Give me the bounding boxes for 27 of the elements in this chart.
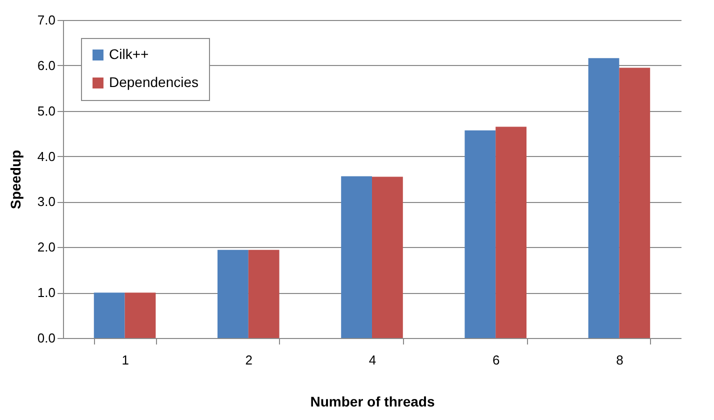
x-tick-label: 6 <box>492 352 500 368</box>
bar <box>94 292 125 338</box>
bar <box>372 176 403 338</box>
x-tick-label: 8 <box>616 352 624 368</box>
x-tick-label: 4 <box>368 352 376 368</box>
bar <box>124 292 156 338</box>
y-tick-label: 1.0 <box>37 285 56 300</box>
y-tick-label: 7.0 <box>37 12 56 28</box>
legend-label: Cilk++ <box>109 46 149 62</box>
y-tick-label: 2.0 <box>37 240 56 255</box>
x-tick-label: 2 <box>245 352 253 368</box>
y-tick-label: 6.0 <box>37 58 56 73</box>
legend-label: Dependencies <box>109 74 199 90</box>
x-axis-title: Number of threads <box>310 394 435 410</box>
y-axis-title: Speedup <box>7 150 24 210</box>
y-tick-label: 5.0 <box>37 103 56 118</box>
y-tick-label: 3.0 <box>37 194 56 210</box>
bar <box>496 126 526 338</box>
bar <box>464 130 496 338</box>
y-tick-label: 0.0 <box>37 330 56 346</box>
bar <box>248 250 280 338</box>
bar <box>619 68 650 338</box>
x-tick-label: 1 <box>122 352 129 368</box>
bar <box>218 250 248 338</box>
y-tick-label: 4.0 <box>37 148 56 164</box>
bar <box>341 176 372 338</box>
bar <box>588 58 620 338</box>
